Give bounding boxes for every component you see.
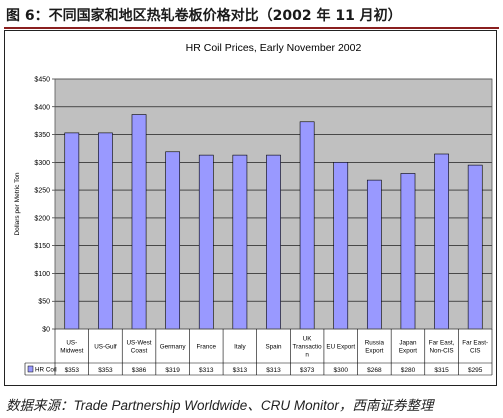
y-tick-label: $250 [34,188,50,195]
category-label-13: CIS [470,348,481,355]
y-tick-label: $350 [34,132,50,139]
category-label-11: Japan [399,339,417,346]
chart-title: HR Coil Prices, Early November 2002 [186,42,362,54]
category-label-8: UK [303,335,313,342]
bar-2 [98,132,113,330]
category-label-8: Transactio [293,344,323,351]
bar-6 [232,154,248,330]
y-tick-label: $400 [34,104,50,111]
table-value-10: $268 [367,367,382,374]
category-label-1: US- [66,339,77,346]
bar-8 [299,121,315,330]
bar-9 [333,162,349,330]
table-value-2: $353 [98,367,113,374]
category-label-3: US-West [126,339,151,346]
category-label-1: Midwest [60,348,83,355]
bar-4 [165,151,181,330]
table-value-9: $300 [333,367,348,374]
category-label-6: Italy [234,344,246,351]
y-axis-label: Dollars per Metric Ton [14,172,21,235]
chart-frame: HR Coil Prices, Early November 2002 Dolla… [4,30,497,386]
category-label-5: France [196,344,216,351]
bar-5 [198,154,214,330]
hr-coil-price-chart: HR Coil Prices, Early November 2002 Dolla… [14,42,493,376]
y-tick-label: $0 [42,327,50,334]
table-value-3: $386 [132,367,147,374]
table-value-5: $313 [199,367,214,374]
category-label-9: EU Export [326,344,355,351]
table-value-4: $319 [165,367,180,374]
legend-swatch [27,365,34,373]
category-label-3: Coast [131,348,148,355]
source-note: 数据来源：Trade Partnership Worldwide、CRU Mon… [6,398,434,413]
category-label-12: Non-CIS [429,348,453,355]
y-tick-label: $300 [34,160,50,167]
bar-11 [400,173,416,330]
figure-caption: 图 6：不同国家和地区热轧卷板价格对比（2002 年 11 月初） [6,8,402,24]
legend-label: HR Coil [35,367,57,374]
caption-rule [4,27,499,29]
table-value-8: $373 [300,367,315,374]
bar-7 [266,154,281,330]
category-label-10: Russia [365,339,385,346]
bar-3 [131,114,147,330]
y-tick-label: $450 [34,77,50,84]
bar-10 [366,179,382,330]
category-label-13: Far East- [462,339,488,346]
y-tick-label: $50 [38,299,50,306]
y-tick-label: $150 [34,243,50,250]
table-value-7: $313 [266,367,281,374]
category-label-11: Export [399,348,417,355]
category-label-8: n [305,352,309,359]
category-label-7: Spain [265,344,282,351]
table-value-11: $280 [401,367,416,374]
bar-13 [467,164,483,330]
table-value-13: $295 [468,367,483,374]
category-label-4: Germany [160,344,187,351]
table-value-12: $315 [434,367,449,374]
y-tick-label: $100 [34,271,50,278]
y-tick-label: $200 [34,215,50,222]
category-label-10: Export [365,348,383,355]
category-label-2: US-Gulf [94,344,117,351]
category-label-12: Far East, [429,339,455,346]
bar-12 [434,153,449,330]
table-value-1: $353 [65,367,80,374]
bar-1 [64,132,80,330]
plot-border [54,78,493,330]
table-value-6: $313 [233,367,248,374]
